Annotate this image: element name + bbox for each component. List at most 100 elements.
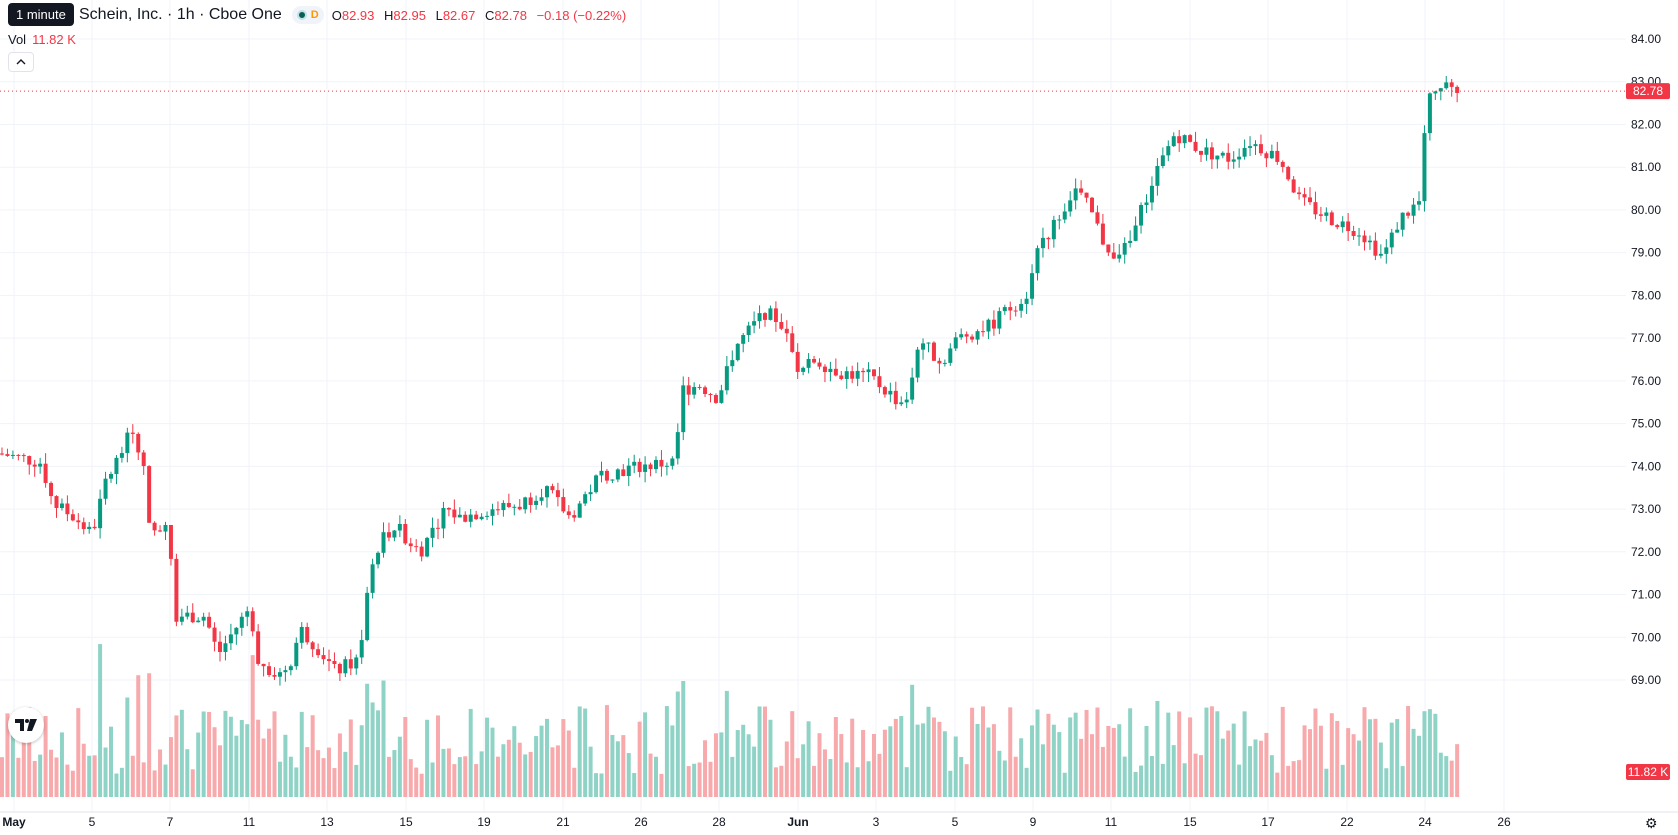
price-tick-label: 84.00 — [1631, 32, 1661, 46]
candle-body — [910, 377, 915, 400]
volume-bar — [376, 710, 381, 797]
volume-bar — [1242, 711, 1247, 797]
candle-body — [844, 371, 849, 379]
volume-bar — [768, 719, 773, 797]
volume-bar — [670, 725, 675, 797]
time-axis[interactable]: May 5 7 11 13 15 19 21 26 28 Jun 3 5 9 11 15 17 22 24 26 — [2, 815, 1511, 829]
volume-bar — [735, 730, 740, 797]
volume-bar — [506, 739, 511, 797]
candle-body — [1264, 153, 1269, 159]
candle-body — [1417, 201, 1421, 205]
candle-body — [1019, 303, 1024, 311]
candle-body — [168, 524, 173, 559]
volume-bar — [1373, 718, 1378, 797]
price-tick-label: 69.00 — [1631, 673, 1661, 687]
volume-bar — [577, 706, 582, 797]
candle-body — [114, 457, 119, 475]
time-tick-label: 15 — [399, 815, 413, 829]
volume-bar — [784, 741, 789, 797]
candle-body — [234, 627, 239, 635]
candle-body — [485, 515, 490, 517]
volume-bar — [1253, 739, 1258, 797]
volume-bar — [1357, 740, 1362, 797]
volume-bar — [1220, 738, 1225, 797]
candle-body — [250, 611, 255, 632]
candle-body — [32, 464, 37, 467]
volume-bar — [130, 755, 135, 797]
volume-bar — [337, 733, 342, 797]
volume-bar — [1433, 713, 1438, 797]
candle-body — [299, 626, 304, 643]
candle-body — [386, 532, 391, 538]
legend-header: Schein, Inc. · 1h · Cboe One D O82.93 H8… — [8, 6, 626, 24]
time-tick-label: 26 — [1497, 815, 1511, 829]
market-status-dot-icon — [296, 10, 307, 20]
volume-bar — [1351, 734, 1356, 797]
volume-bar — [713, 733, 718, 797]
settings-gear-icon[interactable]: ⚙ — [1645, 815, 1658, 831]
candle-body — [534, 500, 539, 505]
volume-bar — [38, 754, 43, 797]
candle-body — [1062, 211, 1067, 220]
volume-bar — [561, 719, 566, 797]
volume-bar — [517, 742, 522, 797]
volume-bar — [746, 734, 751, 797]
candle-body — [392, 530, 397, 538]
volume-bar — [855, 767, 860, 797]
volume-bar — [1291, 761, 1296, 797]
volume-bar — [430, 762, 435, 797]
candle-body — [746, 325, 751, 336]
candle-body — [697, 386, 702, 388]
candle-body — [588, 492, 593, 495]
volume-bar — [98, 644, 103, 797]
candle-body — [288, 666, 293, 671]
volume-bar — [1231, 723, 1236, 797]
volume-axis-label: 11.82 K — [1628, 765, 1668, 779]
candle-body — [730, 360, 735, 367]
candle-body — [27, 456, 32, 465]
candle-body — [5, 454, 10, 456]
candle-body — [479, 516, 484, 520]
candle-body — [899, 402, 904, 405]
candle-body — [1090, 197, 1094, 213]
candle-body — [1139, 204, 1144, 226]
candle-body — [201, 616, 206, 621]
time-tick-label: 9 — [1030, 815, 1037, 829]
volume-bar — [119, 767, 124, 797]
price-tick-label: 70.00 — [1631, 630, 1661, 644]
volume-bar — [1057, 732, 1062, 797]
volume-bar — [1204, 707, 1209, 797]
volume-bar — [294, 767, 299, 797]
time-tick-label: 17 — [1261, 815, 1275, 829]
volume-bar — [1427, 709, 1432, 797]
candle-body — [1340, 221, 1345, 228]
candle-body — [681, 385, 686, 433]
volume-bar — [675, 691, 680, 797]
volume-bar — [1302, 725, 1307, 797]
price-tick-label: 76.00 — [1631, 374, 1661, 388]
candle-body — [763, 313, 767, 320]
symbol-title[interactable]: Schein, Inc. · 1h · Cboe One — [79, 6, 282, 23]
price-axis[interactable]: 84.0083.0082.0081.0080.0079.0078.0077.00… — [1631, 32, 1661, 687]
tradingview-logo[interactable] — [8, 707, 44, 743]
volume-bar — [250, 655, 255, 797]
volume-bar — [354, 764, 359, 797]
volume-bar — [1346, 728, 1351, 797]
volume-bar — [310, 715, 315, 797]
candle-body — [212, 627, 217, 642]
volume-bar — [1318, 725, 1323, 797]
volume-bar — [141, 762, 146, 797]
candle-body — [517, 506, 522, 510]
volume-bar — [703, 740, 708, 797]
candle-body — [305, 626, 310, 643]
volume-bar — [212, 727, 217, 797]
volume-bar — [621, 735, 626, 797]
collapse-legend-button[interactable] — [8, 52, 34, 72]
candle-body — [572, 515, 577, 518]
candle-body — [986, 319, 991, 332]
market-status[interactable]: D — [291, 6, 324, 24]
candle-body — [348, 659, 353, 669]
time-tick-label: 11 — [243, 815, 256, 829]
volume-bar — [1340, 764, 1345, 797]
